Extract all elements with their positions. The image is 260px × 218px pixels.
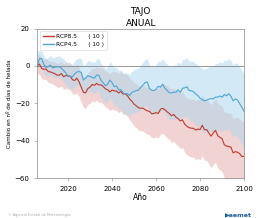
Text: ▶aemet: ▶aemet — [225, 212, 252, 217]
Text: © Agencia Estatal de Meteorología: © Agencia Estatal de Meteorología — [8, 213, 70, 217]
Title: TAJO
ANUAL: TAJO ANUAL — [125, 7, 156, 28]
Legend: RCP8.5      ( 10 ), RCP4.5      ( 10 ): RCP8.5 ( 10 ), RCP4.5 ( 10 ) — [40, 31, 107, 50]
X-axis label: Año: Año — [133, 193, 148, 202]
Y-axis label: Cambio en nº de días de helada: Cambio en nº de días de helada — [7, 59, 12, 148]
